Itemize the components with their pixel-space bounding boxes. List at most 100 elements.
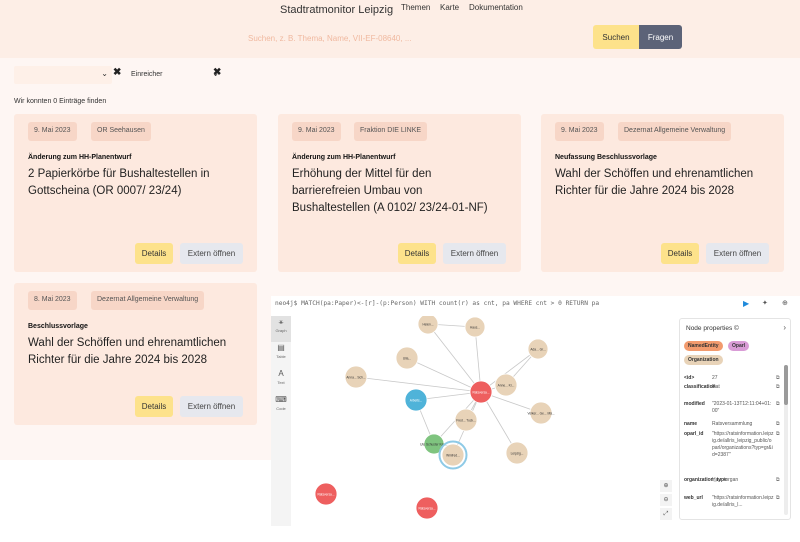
- chevron-down-icon: ⌄: [101, 69, 108, 78]
- copy-icon[interactable]: ⧉: [776, 431, 780, 437]
- type-filter-select[interactable]: ⌄: [14, 66, 112, 84]
- nav-dokumentation[interactable]: Dokumentation: [469, 3, 523, 12]
- graph-node-label: Anne... Kr...: [498, 384, 515, 388]
- graph-node-circle[interactable]: [529, 401, 553, 425]
- submitter-filter-select[interactable]: Einreicher ⌄: [125, 66, 223, 84]
- graph-node[interactable]: Anna... Sch...: [344, 365, 368, 389]
- property-value: 27: [712, 375, 718, 381]
- fit-view-icon[interactable]: ⤢: [660, 508, 672, 520]
- graph-node-circle[interactable]: [494, 373, 518, 397]
- copy-icon[interactable]: ⧉: [776, 421, 780, 427]
- graph-node[interactable]: Ulla...: [395, 346, 419, 370]
- details-button[interactable]: Details: [398, 243, 436, 264]
- property-key: <id>: [684, 375, 695, 381]
- property-key: modified: [684, 401, 705, 407]
- graph-edge: [355, 376, 482, 393]
- date-chip: 9. Mai 2023: [28, 122, 77, 141]
- open-external-button[interactable]: Extern öffnen: [180, 243, 243, 264]
- graph-node-circle[interactable]: [344, 365, 368, 389]
- graph-node-circle[interactable]: [469, 380, 493, 404]
- copy-icon[interactable]: ⧉: [776, 495, 780, 501]
- label-badge[interactable]: Organization: [684, 355, 723, 365]
- graph-node-circle[interactable]: [527, 338, 549, 360]
- graph-node[interactable]: Volker... Ge... Mä...: [527, 401, 555, 425]
- graph-edge: [480, 391, 518, 454]
- chevron-right-icon[interactable]: ›: [783, 323, 786, 332]
- graph-node[interactable]: Leipzig...: [505, 441, 529, 465]
- property-value: "https://ratsinformation.leipzig.de/allr…: [712, 495, 774, 508]
- graph-node-circle[interactable]: [395, 346, 419, 370]
- search-input[interactable]: [248, 28, 588, 48]
- paper-title: Erhöhung der Mittel für den barrierefrei…: [292, 168, 488, 214]
- graph-node[interactable]: Ratsversa...: [314, 482, 338, 506]
- graph-node[interactable]: Arbeits...: [404, 388, 428, 412]
- graph-node[interactable]: Fred... Tuck...: [454, 408, 478, 432]
- view-graph-tab[interactable]: ⚹ Graph: [271, 316, 291, 342]
- nav-karte[interactable]: Karte: [440, 3, 460, 12]
- open-external-button[interactable]: Extern öffnen: [443, 243, 506, 264]
- graph-node-circle[interactable]: [464, 316, 486, 338]
- graph-node[interactable]: Ratsversa...: [469, 380, 493, 404]
- copy-icon[interactable]: ⧉: [776, 477, 780, 483]
- label-badge[interactable]: NamedEntity: [684, 341, 723, 351]
- result-view-sidebar: ⚹ Graph ▤ Table A Text ⌨ Code: [271, 316, 291, 526]
- graph-canvas[interactable]: Helen... Haus... Ulla... Ada... Gr... Anne..…: [291, 313, 669, 526]
- nav-themen[interactable]: Themen: [401, 3, 431, 12]
- graph-node-label: Helen...: [423, 323, 434, 327]
- graph-svg[interactable]: Helen... Haus... Ulla... Ada... Gr... Anne..…: [291, 313, 669, 526]
- properties-scroll-thumb[interactable]: [784, 365, 788, 405]
- graph-node[interactable]: Ute Schuster Kan...: [420, 433, 448, 455]
- code-icon: ⌨: [275, 395, 287, 404]
- star-icon[interactable]: ✦: [762, 300, 768, 307]
- graph-node[interactable]: Helen...: [417, 313, 439, 335]
- graph-node-circle[interactable]: [505, 441, 529, 465]
- properties-scrollbar[interactable]: [784, 365, 788, 515]
- label-badge[interactable]: Oparl: [728, 341, 750, 351]
- graph-node-circle[interactable]: [404, 388, 428, 412]
- details-button[interactable]: Details: [135, 396, 173, 417]
- clear-submitter-filter-icon[interactable]: ✖: [213, 67, 222, 78]
- copy-icon[interactable]: ⧉: [776, 375, 780, 381]
- results-count: Wir konnten 0 Einträge finden: [14, 98, 107, 105]
- copy-icon[interactable]: ⧉: [776, 384, 780, 390]
- open-external-button[interactable]: Extern öffnen: [706, 243, 769, 264]
- graph-edge: [427, 323, 482, 393]
- graph-node[interactable]: Winfred...: [438, 440, 468, 470]
- graph-node[interactable]: Haus...: [464, 316, 486, 338]
- graph-node[interactable]: Anne... Kr...: [494, 373, 518, 397]
- paper-title: Wahl der Schöffen und ehrenamtlichen Ric…: [555, 168, 754, 197]
- paper-kind: Änderung zum HH-Planentwurf: [292, 154, 396, 161]
- clear-type-filter-icon[interactable]: ✖: [113, 67, 122, 78]
- graph-node-circle[interactable]: [441, 443, 465, 467]
- zoom-out-icon[interactable]: ⊖: [660, 494, 672, 506]
- pin-icon[interactable]: ⊕: [782, 300, 788, 307]
- query-bar: neo4j$ MATCH(pa:Paper)<-[r]-(p:Person) W…: [271, 296, 800, 312]
- view-label: Code: [276, 406, 286, 411]
- origin-chip: Dezernat Allgemeine Verwaltung: [91, 291, 205, 310]
- ask-button[interactable]: Fragen: [639, 25, 682, 49]
- cypher-query[interactable]: neo4j$ MATCH(pa:Paper)<-[r]-(p:Person) W…: [275, 300, 600, 307]
- date-chip: 9. Mai 2023: [292, 122, 341, 141]
- property-value: Rat: [712, 384, 720, 390]
- view-table-tab[interactable]: ▤ Table: [271, 342, 291, 368]
- graph-node-circle[interactable]: [415, 496, 439, 520]
- graph-node-label: Ratsversa...: [472, 391, 489, 395]
- view-text-tab[interactable]: A Text: [271, 368, 291, 394]
- search-button[interactable]: Suchen: [593, 25, 639, 49]
- open-external-button[interactable]: Extern öffnen: [180, 396, 243, 417]
- zoom-in-icon[interactable]: ⊕: [660, 480, 672, 492]
- graph-node-circle[interactable]: [454, 408, 478, 432]
- copy-icon[interactable]: ⧉: [776, 401, 780, 407]
- property-value: "2023-01-13T12:11:04+01:00": [712, 401, 772, 414]
- graph-node-circle[interactable]: [314, 482, 338, 506]
- graph-edge: [480, 348, 539, 393]
- brand-title[interactable]: Stadtratmonitor Leipzig: [280, 4, 394, 16]
- view-code-tab[interactable]: ⌨ Code: [271, 394, 291, 420]
- play-icon[interactable]: ▶: [743, 299, 750, 308]
- details-button[interactable]: Details: [661, 243, 699, 264]
- graph-node[interactable]: Ada... Gr...: [527, 338, 549, 360]
- graph-node[interactable]: Ratsversa...: [415, 496, 439, 520]
- graph-icon: ⚹: [278, 317, 284, 326]
- details-button[interactable]: Details: [135, 243, 173, 264]
